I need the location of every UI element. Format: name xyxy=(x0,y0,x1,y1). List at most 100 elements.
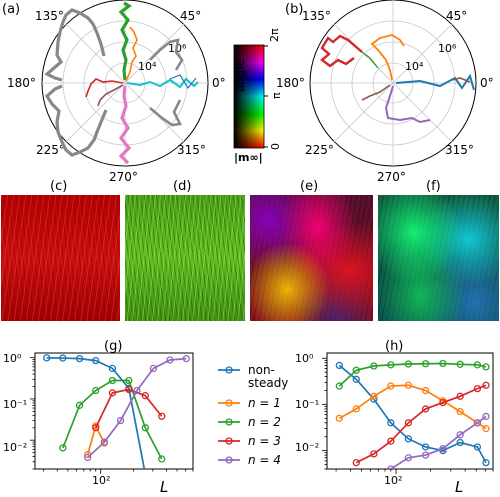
chart-h-series-n-3-point xyxy=(473,384,482,393)
chart-h-frame xyxy=(326,352,494,470)
chart-g-series-n-3-point xyxy=(108,389,117,397)
chart-h-series-n-1-point xyxy=(387,382,395,390)
polar-b-angle-315: 315° xyxy=(445,143,474,157)
chart-h-series-n-4-point xyxy=(387,465,395,469)
polar-a-orange-trace xyxy=(125,26,138,82)
chart-g-series-n-4-point xyxy=(182,354,190,363)
chart-g-series-n-4-line xyxy=(87,357,187,459)
polar-b-purple-trace xyxy=(384,85,431,124)
chart-h-series-non-steady-point xyxy=(335,361,343,370)
chart-g-ytick-1e-2: 10⁻² xyxy=(3,441,27,454)
polar-a-angle-270: 270° xyxy=(109,170,138,184)
chart-h-series-n-2-point xyxy=(439,359,447,368)
chart-h-series-n-3-point xyxy=(370,450,378,458)
chart-h-series-n-1-point xyxy=(482,424,490,433)
chart-h-series-n-2-point xyxy=(335,382,343,390)
chart-g-series-n-2-line xyxy=(62,379,163,460)
chart-h-xlabel: L xyxy=(455,478,463,496)
polar-a-angle-180: 180° xyxy=(7,76,36,90)
chart-g-series-n-4-point xyxy=(84,453,92,462)
panel-label-d: (d) xyxy=(173,179,191,194)
panel-label-b: (b) xyxy=(285,2,303,17)
polar-b-radial-1e4: 10⁴ xyxy=(405,60,424,73)
chart-g-series-n-4-point xyxy=(166,356,174,364)
chart-h-series-n-4-point xyxy=(439,445,447,453)
chart-g-series-n-3-line xyxy=(94,388,163,429)
polar-a-brown-trace xyxy=(97,84,124,107)
panel-label-e: (e) xyxy=(300,179,318,194)
chart-h-series-n-4-point xyxy=(421,451,430,459)
chart-h-series-n-3-point xyxy=(421,405,430,413)
chart-g-series-n-2-point xyxy=(75,401,84,409)
chart-g-series-n-2-point xyxy=(125,376,133,385)
chart-g-ytick-1e0: 10⁰ xyxy=(3,352,22,365)
chart-g-series-n-3-point xyxy=(158,412,166,420)
chart-h-series-non-steady-point xyxy=(473,443,482,451)
chart-h-ytick-1e-1: 10⁻¹ xyxy=(295,398,319,411)
polar-b-angle-135: 135° xyxy=(302,9,331,23)
chart-h-series-n-4-point xyxy=(473,419,482,427)
polar-b-angle-270: 270° xyxy=(377,170,406,184)
chart-g-series-n-2-point xyxy=(59,444,67,452)
polar-b-angle-180: 180° xyxy=(276,76,305,90)
colorbar-tick-0: 0 xyxy=(269,143,282,150)
panel-label-h: (h) xyxy=(385,339,403,354)
polar-b-orange-trace xyxy=(370,34,405,81)
chart-g-series-n-3-point xyxy=(125,385,133,394)
polar-b-brown-trace xyxy=(361,84,391,101)
chart-h-series-n-3-point xyxy=(482,381,490,389)
chart-g-plot xyxy=(30,354,194,474)
chart-g-series-n-4-point xyxy=(149,364,158,373)
polar-b-angle-45: 45° xyxy=(446,9,467,23)
chart-h-series-non-steady-point xyxy=(482,458,490,467)
chart-g-series-n-3-point xyxy=(92,424,100,432)
chart-g-series-non-steady-point xyxy=(75,354,84,363)
chart-g-xlabel: L xyxy=(160,478,168,496)
magnetization-image-d xyxy=(124,194,246,322)
chart-h-series-n-2-point xyxy=(404,360,413,368)
legend-entry-n-2-marker xyxy=(225,418,233,426)
chart-g-series-n-4-point xyxy=(116,416,125,425)
panel-label-g: (g) xyxy=(104,339,122,354)
chart-g-series-non-steady-line xyxy=(46,357,146,469)
chart-g-series-non-steady-point xyxy=(43,354,51,362)
polar-a-blue-trace xyxy=(169,74,197,90)
colorbar-tick-2pi: 2π xyxy=(268,28,281,42)
magnetization-image-c xyxy=(0,194,121,322)
panel-label-c: (c) xyxy=(50,179,67,194)
chart-h-series-n-3-point xyxy=(404,419,413,427)
polar-a-pink-trace xyxy=(118,85,132,165)
chart-h-series-non-steady-point xyxy=(404,435,413,443)
chart-h-series-n-4-point xyxy=(456,431,464,439)
chart-h-series-non-steady-line xyxy=(338,364,487,464)
polar-a-gray-trace-upper xyxy=(44,8,106,82)
polar-a-red-trace xyxy=(85,78,124,98)
colorbar-tick-pi: π xyxy=(270,92,283,99)
chart-g-series-n-4-point xyxy=(133,386,141,395)
legend-entry-n-2-label: n = 2 xyxy=(248,415,281,429)
legend-entry-n-1-marker xyxy=(225,399,233,407)
chart-g-series-n-2-point xyxy=(108,376,117,385)
colorbar-label-magnitude: |m∞| xyxy=(234,151,263,164)
polar-plot-a: 45° 135° 180° 225° 270° 315° 0° 10⁴ 10⁶ xyxy=(7,0,226,184)
chart-h-series-n-2-point xyxy=(387,361,395,369)
polar-b-brown-trace-right xyxy=(451,77,471,83)
chart-g-series-n-2-point xyxy=(158,455,166,463)
chart-h-series-n-2-point xyxy=(421,360,430,368)
chart-h-plot xyxy=(322,357,494,474)
chart-h-series-n-1-point xyxy=(456,407,464,416)
polar-b-red-trace xyxy=(320,34,363,68)
chart-h-series-n-3-point xyxy=(456,392,464,400)
magnetization-image-e xyxy=(249,194,374,322)
chart-h-series-n-1-point xyxy=(335,414,343,422)
chart-h-ytick-1e0: 10⁰ xyxy=(295,352,314,365)
chart-g-series-non-steady-point xyxy=(59,354,67,362)
chart-h-ytick-1e-2: 10⁻² xyxy=(295,441,319,454)
legend-entry-non-steady-label: non-steady xyxy=(248,363,288,390)
chart-g-ytick-1e-1: 10⁻¹ xyxy=(3,398,27,411)
chart-h-series-n-3-point xyxy=(352,458,360,467)
polar-a-green-trace xyxy=(118,1,132,81)
chart-h-series-n-2-point xyxy=(482,363,490,371)
chart-g-xtick-1e2: 10² xyxy=(92,474,110,487)
